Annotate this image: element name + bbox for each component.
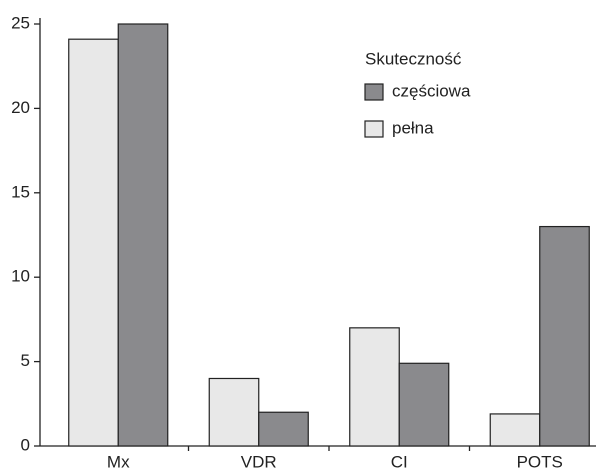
- bar: [258, 411, 309, 447]
- x-tick-label: POTS: [517, 452, 563, 471]
- legend-label: pełna: [392, 118, 434, 137]
- x-tick-label: CI: [391, 452, 408, 471]
- y-tick-label: 0: [21, 435, 30, 454]
- bar: [398, 362, 450, 447]
- x-tick-label: Mx: [107, 452, 130, 471]
- y-tick-label: 25: [11, 13, 30, 32]
- y-tick-label: 10: [11, 267, 30, 286]
- y-tick-label: 5: [21, 351, 30, 370]
- legend-swatch: [364, 83, 384, 101]
- bar: [68, 38, 119, 447]
- legend-title: Skuteczność: [365, 49, 462, 68]
- bar: [117, 23, 169, 447]
- legend-swatch: [364, 120, 384, 138]
- bar: [208, 377, 260, 447]
- x-tick-label: VDR: [241, 452, 277, 471]
- bar: [539, 225, 590, 447]
- legend-label: częściowa: [392, 81, 471, 100]
- bar: [349, 327, 400, 447]
- y-tick-label: 15: [11, 182, 30, 201]
- bar: [489, 413, 541, 447]
- y-tick-label: 20: [11, 98, 30, 117]
